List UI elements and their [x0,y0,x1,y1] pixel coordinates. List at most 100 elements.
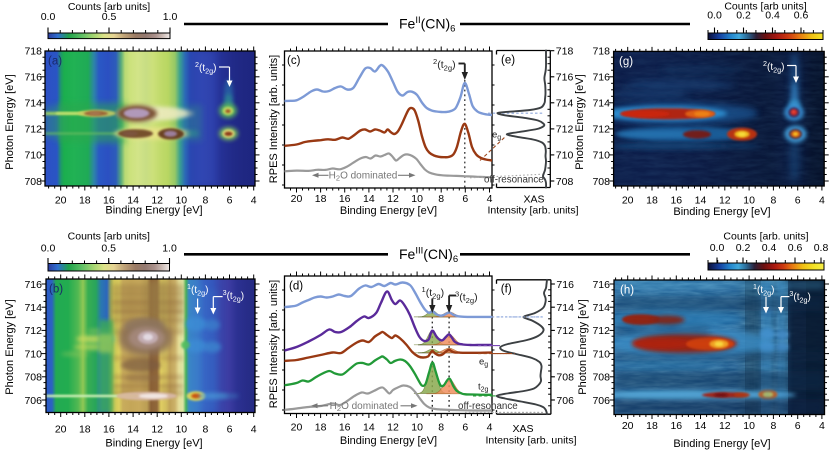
svg-text:(a): (a) [48,56,62,68]
svg-text:14: 14 [127,424,139,436]
svg-text:706: 706 [592,395,610,407]
svg-text:Binding Energy [eV]: Binding Energy [eV] [673,438,770,450]
svg-text:706: 706 [556,395,574,407]
svg-text:716: 716 [592,72,610,84]
svg-text:Counts [arb. units]: Counts [arb. units] [723,231,808,243]
svg-text:3(t2g): 3(t2g) [789,289,810,305]
svg-text:18: 18 [79,424,91,436]
svg-text:Counts [arb units]: Counts [arb units] [68,1,150,13]
svg-text:18: 18 [79,195,91,207]
svg-text:0.4: 0.4 [765,10,780,22]
svg-text:18: 18 [315,422,327,434]
svg-text:0.2: 0.2 [736,242,751,254]
svg-text:Photon Energy [eV]: Photon Energy [eV] [4,74,16,169]
svg-text:eg: eg [492,130,501,142]
svg-text:18: 18 [646,195,658,207]
svg-text:1(t2g): 1(t2g) [187,282,208,298]
svg-text:4: 4 [487,193,493,205]
svg-text:6: 6 [795,420,801,432]
svg-text:708: 708 [592,372,610,384]
svg-text:1.0: 1.0 [162,243,177,255]
svg-text:708: 708 [556,372,574,384]
svg-text:H2O dominated: H2O dominated [329,171,398,183]
svg-text:710: 710 [556,348,574,360]
svg-text:FeII(CN)6: FeII(CN)6 [399,15,455,35]
svg-text:0.0: 0.0 [707,10,722,22]
svg-text:712: 712 [556,325,574,337]
svg-text:0.2: 0.2 [736,10,751,22]
svg-text:0.0: 0.0 [41,243,56,255]
svg-text:16: 16 [339,193,351,205]
svg-text:20: 20 [291,193,303,205]
svg-text:712: 712 [592,124,610,136]
svg-text:12: 12 [719,195,731,207]
svg-text:0.8: 0.8 [814,242,829,254]
svg-text:14: 14 [127,195,139,207]
svg-text:710: 710 [592,348,610,360]
svg-text:0.5: 0.5 [101,243,116,255]
svg-text:(c): (c) [287,55,301,67]
svg-text:716: 716 [592,279,610,291]
svg-text:1(t2g): 1(t2g) [422,285,445,301]
svg-text:Counts [arb units]: Counts [arb units] [724,1,806,13]
svg-text:20: 20 [622,420,634,432]
svg-text:(f): (f) [501,284,512,296]
svg-text:4: 4 [487,422,493,434]
svg-text:12: 12 [387,193,399,205]
svg-text:716: 716 [556,72,574,84]
svg-text:3(t2g): 3(t2g) [455,290,478,306]
svg-text:20: 20 [622,195,634,207]
svg-text:12: 12 [151,195,163,207]
svg-text:714: 714 [556,98,574,110]
svg-text:Photon Energy [eV]: Photon Energy [eV] [4,299,16,394]
svg-text:4: 4 [251,424,257,436]
svg-text:18: 18 [646,420,658,432]
svg-text:20: 20 [55,424,67,436]
svg-text:4: 4 [819,195,825,207]
svg-text:6: 6 [462,193,468,205]
svg-text:1(t2g): 1(t2g) [753,282,774,298]
svg-text:off-resonance: off-resonance [484,174,544,185]
svg-text:710: 710 [592,150,610,162]
svg-text:16: 16 [670,420,682,432]
svg-text:RPES Intensity [arb. units]: RPES Intensity [arb. units] [268,55,280,183]
svg-text:714: 714 [592,98,610,110]
svg-text:18: 18 [315,193,327,205]
svg-text:10: 10 [411,193,423,205]
svg-text:718: 718 [556,46,574,58]
svg-text:0.0: 0.0 [41,11,56,23]
svg-text:Binding Energy [eV]: Binding Energy [eV] [340,435,437,447]
svg-text:8: 8 [438,193,444,205]
svg-text:Photon Energy [eV]: Photon Energy [eV] [577,299,589,394]
svg-text:(g): (g) [619,56,633,68]
svg-text:FeIII(CN)6: FeIII(CN)6 [399,246,458,266]
svg-text:0.0: 0.0 [710,242,725,254]
svg-text:8: 8 [770,420,776,432]
svg-text:6: 6 [462,422,468,434]
svg-text:Photon Energy [eV]: Photon Energy [eV] [574,74,586,169]
svg-text:718: 718 [24,46,42,58]
svg-text:706: 706 [24,395,42,407]
svg-text:10: 10 [175,424,187,436]
svg-text:(d): (d) [289,281,303,293]
svg-text:708: 708 [24,176,42,188]
svg-text:14: 14 [363,193,375,205]
svg-text:6: 6 [227,195,233,207]
svg-text:12: 12 [387,422,399,434]
svg-text:10: 10 [175,195,187,207]
svg-text:(b): (b) [49,284,63,296]
svg-text:16: 16 [103,195,115,207]
svg-text:eg: eg [479,357,488,369]
svg-text:6: 6 [795,195,801,207]
svg-text:710: 710 [24,150,42,162]
svg-text:712: 712 [592,325,610,337]
svg-text:0.4: 0.4 [762,242,777,254]
svg-text:8: 8 [770,195,776,207]
svg-text:20: 20 [55,195,67,207]
svg-text:714: 714 [24,302,42,314]
svg-text:16: 16 [103,424,115,436]
svg-text:712: 712 [24,124,42,136]
svg-text:6: 6 [227,424,233,436]
svg-text:4: 4 [819,420,825,432]
svg-text:14: 14 [695,420,707,432]
